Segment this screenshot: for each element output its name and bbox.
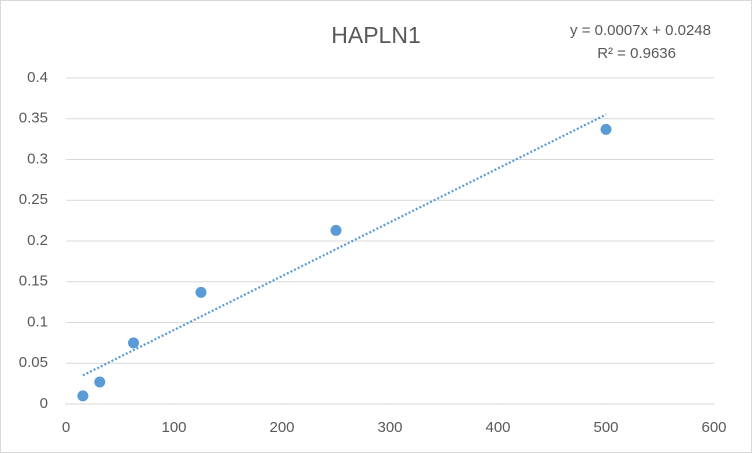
y-tick-label: 0.4: [27, 69, 48, 86]
x-tick-label: 0: [62, 419, 70, 436]
point: [94, 376, 106, 388]
trendline: [82, 113, 607, 377]
point: [330, 224, 342, 236]
x-tick-label: 100: [161, 419, 186, 436]
y-tick-label: 0.15: [19, 273, 48, 290]
chart-title: HAPLN1: [331, 22, 420, 48]
point: [195, 286, 207, 298]
x-tick-label: 300: [377, 419, 402, 436]
point: [77, 390, 89, 402]
x-tick-label: 500: [593, 419, 618, 436]
y-tick-label: 0.3: [27, 150, 48, 167]
x-tick-label: 600: [701, 419, 726, 436]
y-tick-label: 0: [40, 395, 48, 412]
r-squared: R² = 0.9636: [597, 45, 676, 62]
trendline-equation: y = 0.0007x + 0.0248: [570, 22, 711, 39]
y-tick-label: 0.1: [27, 313, 48, 330]
y-tick-label: 0.05: [19, 354, 48, 371]
point: [600, 123, 612, 135]
y-tick-label: 0.35: [19, 110, 48, 127]
y-tick-label: 0.2: [27, 232, 48, 249]
y-tick-label: 0.25: [19, 191, 48, 208]
x-tick-label: 200: [269, 419, 294, 436]
x-tick-label: 400: [485, 419, 510, 436]
point: [128, 337, 139, 349]
